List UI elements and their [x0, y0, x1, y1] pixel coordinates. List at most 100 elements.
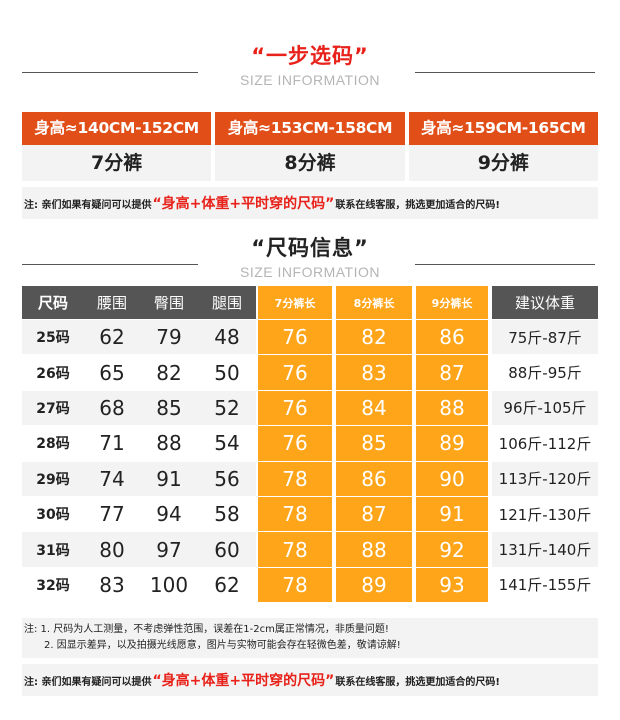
section-header-step: “一步选码” SIZE INFORMATION [0, 34, 620, 104]
cell-thigh: 48 [198, 319, 256, 355]
cell-9-length: 86 [412, 319, 488, 355]
cell-waist: 71 [84, 425, 140, 461]
cell-size: 26码 [22, 354, 84, 390]
cell-7-length: 76 [256, 389, 332, 426]
cell-weight: 113斤-120斤 [488, 460, 598, 496]
section-title: “尺码信息” [251, 236, 369, 260]
cell-9-length: 87 [412, 354, 488, 390]
cell-size: 25码 [22, 319, 84, 355]
length-cell: 8分裤 [215, 145, 405, 181]
header-thigh: 腿围 [198, 286, 256, 319]
advice-note-top: 注: 亲们如果有疑问可以提供 “身高+体重+平时穿的尺码” 联系在线客服，挑选更… [22, 187, 598, 219]
note-highlight: “身高+体重+平时穿的尺码” [152, 196, 335, 212]
cell-9-length: 90 [412, 460, 488, 496]
cell-weight: 141斤-155斤 [488, 566, 598, 603]
table-row: 26码 65 82 50 76 83 87 88斤-95斤 [22, 354, 598, 390]
cell-hip: 88 [140, 425, 198, 461]
cell-8-length: 88 [332, 531, 412, 567]
cell-hip: 94 [140, 495, 198, 532]
divider-right [415, 264, 595, 265]
divider-left [22, 264, 198, 265]
height-range-cell: 身高≈140CM-152CM [22, 112, 212, 145]
measurement-notes: 注: 1. 尺码为人工测量，不考虑弹性范围，误差在1-2cm属正常情况，非质量问… [22, 618, 598, 658]
note-line-2: 2. 因显示差异，以及拍摄光线愿意，图片与实物可能会存在轻微色差，敬请谅解! [44, 640, 401, 651]
cell-7-length: 78 [256, 460, 332, 496]
cell-waist: 80 [84, 531, 140, 567]
divider-left [22, 72, 198, 73]
cell-weight: 121斤-130斤 [488, 495, 598, 532]
note-highlight: “身高+体重+平时穿的尺码” [152, 673, 335, 689]
length-cell: 9分裤 [408, 145, 598, 181]
cell-size: 31码 [22, 531, 84, 567]
advice-note-bottom: 注: 亲们如果有疑问可以提供 “身高+体重+平时穿的尺码” 联系在线客服，挑选更… [22, 664, 598, 696]
cell-thigh: 54 [198, 425, 256, 461]
length-cell: 7分裤 [22, 145, 212, 181]
cell-thigh: 58 [198, 495, 256, 532]
cell-8-length: 87 [332, 495, 412, 532]
cell-9-length: 89 [412, 425, 488, 461]
cell-hip: 79 [140, 319, 198, 355]
cell-8-length: 86 [332, 460, 412, 496]
cell-weight: 88斤-95斤 [488, 354, 598, 390]
cell-size: 29码 [22, 460, 84, 496]
cell-hip: 91 [140, 460, 198, 496]
divider-right [415, 72, 595, 73]
size-table: 尺码 腰围 臀围 腿围 7分裤长 8分裤长 9分裤长 建议体重 25码 62 7… [22, 286, 598, 603]
cell-size: 28码 [22, 425, 84, 461]
table-row: 29码 74 91 56 78 86 90 113斤-120斤 [22, 460, 598, 496]
cell-weight: 96斤-105斤 [488, 389, 598, 426]
note-prefix: 注: 亲们如果有疑问可以提供 [24, 676, 152, 688]
cell-thigh: 62 [198, 566, 256, 603]
cell-7-length: 78 [256, 531, 332, 567]
cell-hip: 100 [140, 566, 198, 603]
cell-size: 32码 [22, 566, 84, 603]
cell-8-length: 89 [332, 566, 412, 603]
cell-thigh: 50 [198, 354, 256, 390]
section-subtitle: SIZE INFORMATION [240, 264, 380, 280]
cell-9-length: 88 [412, 389, 488, 426]
header-weight: 建议体重 [488, 286, 598, 319]
cell-waist: 68 [84, 389, 140, 426]
header-8-length: 8分裤长 [332, 286, 412, 319]
header-9-length: 9分裤长 [412, 286, 488, 319]
height-row: 身高≈140CM-152CM 身高≈153CM-158CM 身高≈159CM-1… [22, 112, 598, 145]
note-prefix: 注: 亲们如果有疑问可以提供 [24, 199, 152, 211]
cell-hip: 82 [140, 354, 198, 390]
cell-7-length: 76 [256, 354, 332, 390]
height-range-cell: 身高≈153CM-158CM [215, 112, 405, 145]
cell-8-length: 82 [332, 319, 412, 355]
cell-waist: 65 [84, 354, 140, 390]
cell-8-length: 85 [332, 425, 412, 461]
cell-9-length: 92 [412, 531, 488, 567]
cell-thigh: 56 [198, 460, 256, 496]
section-title: “一步选码” [251, 44, 369, 68]
cell-thigh: 60 [198, 531, 256, 567]
note-suffix: 联系在线客服，挑选更加适合的尺码! [335, 199, 500, 211]
cell-waist: 77 [84, 495, 140, 532]
header-waist: 腰围 [84, 286, 140, 319]
cell-hip: 85 [140, 389, 198, 426]
size-table-header: 尺码 腰围 臀围 腿围 7分裤长 8分裤长 9分裤长 建议体重 [22, 286, 598, 319]
cell-7-length: 76 [256, 425, 332, 461]
table-row: 32码 83 100 62 78 89 93 141斤-155斤 [22, 566, 598, 603]
table-row: 30码 77 94 58 78 87 91 121斤-130斤 [22, 495, 598, 532]
cell-9-length: 91 [412, 495, 488, 532]
length-row: 7分裤 8分裤 9分裤 [22, 145, 598, 181]
cell-weight: 75斤-87斤 [488, 319, 598, 355]
header-7-length: 7分裤长 [256, 286, 332, 319]
cell-7-length: 78 [256, 566, 332, 603]
cell-thigh: 52 [198, 389, 256, 426]
cell-weight: 131斤-140斤 [488, 531, 598, 567]
section-header-size-info: “尺码信息” SIZE INFORMATION [0, 226, 620, 296]
table-row: 28码 71 88 54 76 85 89 106斤-112斤 [22, 425, 598, 461]
cell-9-length: 93 [412, 566, 488, 603]
height-range-cell: 身高≈159CM-165CM [408, 112, 598, 145]
cell-waist: 83 [84, 566, 140, 603]
cell-8-length: 83 [332, 354, 412, 390]
cell-waist: 62 [84, 319, 140, 355]
cell-size: 27码 [22, 389, 84, 426]
cell-weight: 106斤-112斤 [488, 425, 598, 461]
cell-hip: 97 [140, 531, 198, 567]
cell-size: 30码 [22, 495, 84, 532]
section-subtitle: SIZE INFORMATION [240, 72, 380, 88]
